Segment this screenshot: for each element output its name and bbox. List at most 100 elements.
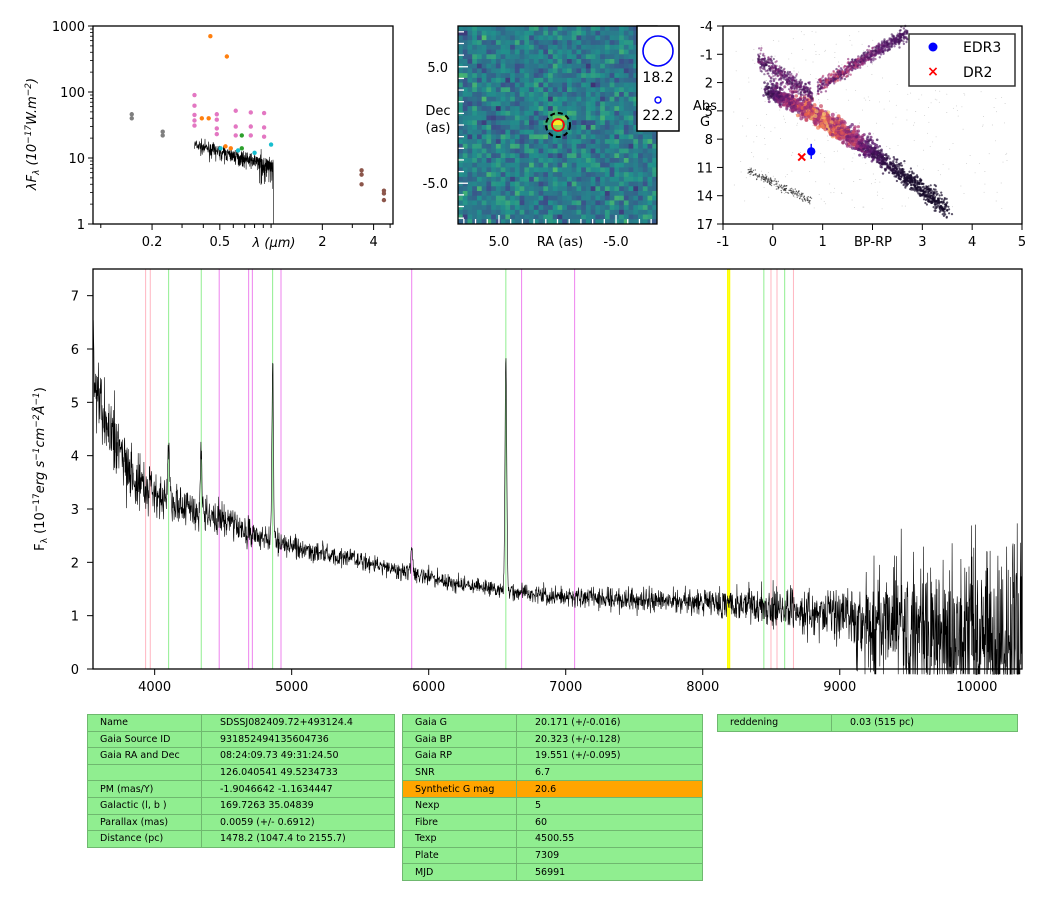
sed-point — [381, 191, 387, 196]
image-pixel — [514, 134, 520, 140]
image-pixel — [552, 205, 558, 211]
image-pixel — [533, 195, 539, 201]
image-pixel — [585, 143, 592, 149]
hrd-dot — [762, 94, 765, 97]
image-pixel — [585, 181, 592, 187]
image-pixel — [562, 44, 568, 50]
image-pixel — [538, 87, 544, 93]
image-pixel — [533, 129, 539, 135]
image-pixel — [566, 59, 573, 65]
hrd-dot — [870, 141, 874, 145]
hrd-dot — [904, 177, 908, 181]
image-pixel — [571, 26, 577, 32]
image-pixel — [467, 101, 473, 107]
image-pixel — [514, 40, 520, 46]
image-pixel — [524, 54, 530, 60]
hrd-dot — [778, 65, 781, 68]
hrd-dot — [885, 154, 888, 158]
hrd-dot — [764, 59, 767, 62]
hrd-dot — [903, 173, 907, 177]
image-pixel — [524, 209, 530, 215]
image-pixel — [566, 153, 573, 159]
sed-point — [206, 116, 211, 121]
image-pixel — [529, 44, 535, 50]
image-pixel — [538, 26, 544, 32]
image-pixel — [529, 143, 535, 149]
image-pixel — [633, 106, 639, 112]
hrd-dot — [845, 130, 849, 135]
image-pixel — [628, 54, 634, 60]
hrd-dot — [788, 71, 791, 74]
hrd-dot — [892, 35, 896, 38]
image-pixel — [467, 54, 473, 60]
image-pixel — [458, 125, 464, 131]
image-pixel — [642, 158, 648, 164]
image-pixel — [462, 172, 468, 178]
image-pixel — [576, 191, 582, 197]
image-pixel — [566, 158, 573, 164]
hrd-dot — [840, 77, 843, 80]
image-pixel — [500, 120, 506, 126]
hrd-dot — [902, 40, 905, 43]
image-pixel — [486, 101, 492, 107]
image-pixel — [562, 54, 568, 60]
sed-xtick-label: 0.2 — [142, 235, 163, 250]
image-pixel — [585, 73, 592, 79]
hrd-dot — [799, 194, 802, 196]
image-pixel — [628, 26, 634, 32]
image-pixel — [614, 153, 620, 159]
image-pixel — [472, 77, 478, 83]
image-pixel — [481, 191, 487, 197]
image-pixel — [495, 110, 502, 116]
image-pixel — [529, 30, 535, 36]
image-pixel — [604, 195, 611, 201]
image-pixel — [633, 162, 639, 168]
image-pixel — [538, 153, 544, 159]
hrd-dot — [912, 172, 915, 175]
hrd-dot — [763, 57, 766, 60]
image-pixel — [566, 186, 573, 192]
image-pixel — [514, 26, 520, 32]
image-pixel — [609, 30, 615, 36]
image-pixel — [467, 106, 473, 112]
hrd-dot — [828, 82, 831, 85]
hrd-dot — [911, 188, 915, 191]
image-pixel — [543, 129, 549, 135]
image-pixel — [462, 82, 468, 88]
image-pixel — [557, 73, 563, 79]
image-pixel — [609, 101, 615, 107]
image-pixel — [604, 205, 611, 211]
image-pixel — [576, 176, 582, 182]
image-pixel — [491, 63, 497, 69]
hrd-dot — [782, 92, 786, 96]
sed-point — [359, 168, 364, 173]
image-pixel — [642, 195, 648, 201]
image-pixel — [619, 172, 625, 178]
hrd-dot — [846, 69, 850, 73]
hrd-dot — [794, 80, 798, 83]
image-pixel — [576, 134, 582, 140]
image-pixel — [562, 172, 568, 178]
image-pixel — [652, 129, 658, 135]
hrd-dot — [903, 30, 907, 33]
image-pixel — [462, 49, 468, 55]
image-pixel — [652, 143, 658, 149]
image-pixel — [571, 200, 577, 206]
image-pixel — [533, 167, 539, 173]
image-pixel — [510, 143, 516, 149]
image-pixel — [543, 59, 549, 65]
image-pixel — [476, 167, 483, 173]
image-pixel — [543, 54, 549, 60]
image-pixel — [529, 176, 535, 182]
hrd-dot — [761, 174, 764, 176]
image-pixels — [458, 26, 658, 225]
image-pixel — [628, 139, 634, 145]
image-pixel — [585, 30, 592, 36]
hrd-dot — [790, 190, 792, 192]
image-pixel — [619, 49, 625, 55]
image-pixel — [576, 26, 582, 32]
image-pixel — [467, 63, 473, 69]
sed-xtick-label: 0.5 — [209, 235, 230, 250]
image-pixel — [529, 77, 535, 83]
image-pixel — [619, 162, 625, 168]
